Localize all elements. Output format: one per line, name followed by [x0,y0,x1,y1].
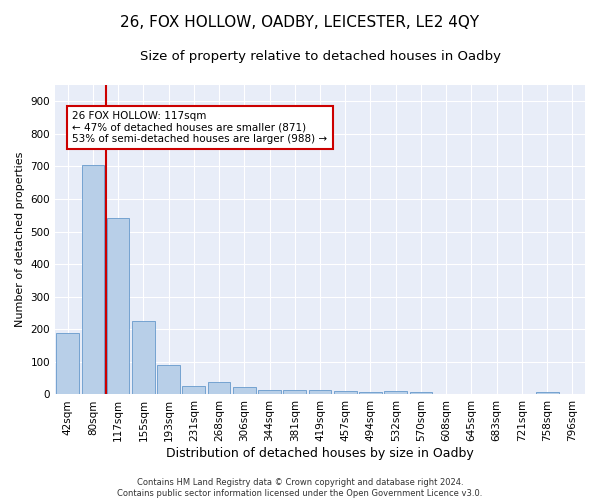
Bar [56,332,79,394]
Title: Size of property relative to detached houses in Oadby: Size of property relative to detached ho… [140,50,500,63]
Bar [308,390,331,394]
Bar [82,165,104,394]
Bar [359,392,382,394]
Text: 26 FOX HOLLOW: 117sqm
← 47% of detached houses are smaller (871)
53% of semi-det: 26 FOX HOLLOW: 117sqm ← 47% of detached … [72,111,328,144]
Bar [157,365,180,394]
Bar [283,390,306,394]
Bar [536,392,559,394]
Bar [107,218,130,394]
Bar [182,386,205,394]
Y-axis label: Number of detached properties: Number of detached properties [15,152,25,328]
X-axis label: Distribution of detached houses by size in Oadby: Distribution of detached houses by size … [166,447,474,460]
Text: 26, FOX HOLLOW, OADBY, LEICESTER, LE2 4QY: 26, FOX HOLLOW, OADBY, LEICESTER, LE2 4Q… [121,15,479,30]
Bar [385,391,407,394]
Bar [410,392,433,394]
Bar [258,390,281,394]
Bar [334,391,356,394]
Text: Contains HM Land Registry data © Crown copyright and database right 2024.
Contai: Contains HM Land Registry data © Crown c… [118,478,482,498]
Bar [208,382,230,394]
Bar [233,386,256,394]
Bar [132,322,155,394]
